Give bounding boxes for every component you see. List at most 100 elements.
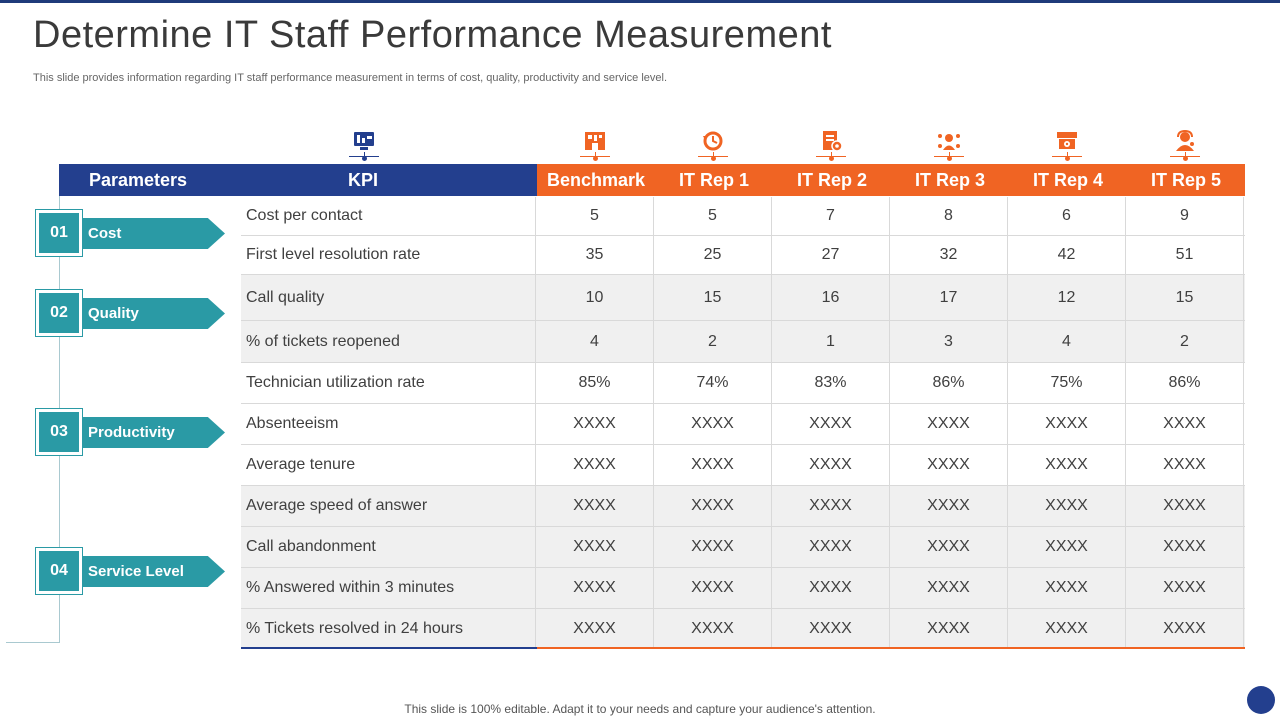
value-cell: XXXX [1126,568,1244,608]
kpi-dashboard-icon [349,130,379,164]
page-title: Determine IT Staff Performance Measureme… [33,14,832,56]
value-cell: 9 [1126,197,1244,235]
value-cell: XXXX [890,609,1008,649]
value-cell: 2 [1126,321,1244,362]
value-cell: XXXX [536,404,654,444]
value-cell: 74% [654,363,772,403]
table-row: % Answered within 3 minutes XXXX XXXX XX… [241,568,1245,609]
value-cell: 17 [890,275,1008,320]
value-cell: XXXX [1126,527,1244,567]
value-cell: XXXX [1008,568,1126,608]
timeline-base [6,642,60,643]
header-it-rep-2: IT Rep 2 [796,170,867,190]
parameter-number: 04 [39,551,79,591]
value-cell: XXXX [772,527,890,567]
value-cell: 25 [654,236,772,274]
value-cell: 86% [1126,363,1244,403]
parameter-arrow [82,417,225,448]
monitor-settings-icon [1052,130,1082,164]
value-cell: XXXX [772,568,890,608]
table-row: Average tenure XXXX XXXX XXXX XXXX XXXX … [241,445,1245,486]
header-bar-left [59,164,537,196]
value-cell: 5 [654,197,772,235]
value-cell: XXXX [1008,486,1126,526]
table-row: Technician utilization rate 85% 74% 83% … [241,363,1245,404]
header-it-rep-3: IT Rep 3 [914,170,985,190]
value-cell: XXXX [1008,404,1126,444]
value-cell: 75% [1008,363,1126,403]
kpi-cell: % of tickets reopened [241,321,536,362]
kpi-cell: Call abandonment [241,527,536,567]
kpi-cell: First level resolution rate [241,236,536,274]
table-row: % Tickets resolved in 24 hours XXXX XXXX… [241,609,1245,649]
value-cell: 12 [1008,275,1126,320]
value-cell: 83% [772,363,890,403]
value-cell: XXXX [1126,445,1244,485]
value-cell: 85% [536,363,654,403]
value-cell: 7 [772,197,890,235]
header-it-rep-5: IT Rep 5 [1150,170,1221,190]
value-cell: XXXX [772,486,890,526]
kpi-table: Cost per contact 5 5 7 8 6 9 First level… [241,197,1245,649]
parameter-label: Cost [88,225,122,242]
table-row: Absenteeism XXXX XXXX XXXX XXXX XXXX XXX… [241,404,1245,445]
parameter-productivity: 03 Productivity [35,408,230,458]
value-cell: 15 [654,275,772,320]
kpi-cell: Average tenure [241,445,536,485]
value-cell: XXXX [772,609,890,649]
table-row: Call abandonment XXXX XXXX XXXX XXXX XXX… [241,527,1245,568]
header-parameters: Parameters [88,170,188,190]
value-cell: XXXX [772,445,890,485]
value-cell: XXXX [654,527,772,567]
value-cell: 42 [1008,236,1126,274]
parameter-arrow [82,556,225,587]
value-cell: XXXX [654,609,772,649]
value-cell: XXXX [654,404,772,444]
value-cell: XXXX [654,486,772,526]
value-cell: XXXX [1126,609,1244,649]
benchmark-building-icon [580,130,610,164]
parameter-arrow [82,218,225,249]
value-cell: XXXX [1126,486,1244,526]
parameter-label: Service Level [88,563,184,580]
value-cell: XXXX [890,568,1008,608]
value-cell: XXXX [890,486,1008,526]
value-cell: XXXX [1008,527,1126,567]
header-bar-right [537,164,1245,196]
footer-note: This slide is 100% editable. Adapt it to… [404,702,876,716]
document-settings-icon [816,130,846,164]
kpi-cell: Absenteeism [241,404,536,444]
parameter-label: Quality [88,305,139,322]
value-cell: XXXX [772,404,890,444]
team-network-icon [934,130,964,164]
kpi-cell: Cost per contact [241,197,536,235]
parameter-number: 03 [39,412,79,452]
value-cell: 16 [772,275,890,320]
value-cell: XXXX [1008,445,1126,485]
value-cell: 5 [536,197,654,235]
parameter-label: Productivity [88,424,175,441]
value-cell: XXXX [536,568,654,608]
value-cell: 4 [536,321,654,362]
table-bottom-rule-blue [241,647,537,649]
parameter-cost: 01 Cost [35,209,230,259]
value-cell: XXXX [536,445,654,485]
parameter-quality: 02 Quality [35,289,230,339]
value-cell: 35 [536,236,654,274]
value-cell: XXXX [536,486,654,526]
parameter-arrow [82,298,225,329]
value-cell: 32 [890,236,1008,274]
kpi-cell: Average speed of answer [241,486,536,526]
page-subtitle: This slide provides information regardin… [33,72,668,84]
parameter-number: 02 [39,293,79,333]
support-agent-icon [1170,130,1200,164]
header-benchmark: Benchmark [546,170,646,190]
table-row: First level resolution rate 35 25 27 32 … [241,236,1245,275]
parameter-service-level: 04 Service Level [35,547,230,597]
value-cell: 10 [536,275,654,320]
value-cell: XXXX [654,568,772,608]
kpi-cell: % Tickets resolved in 24 hours [241,609,536,649]
slide-nav-dot[interactable] [1247,686,1275,714]
value-cell: 15 [1126,275,1244,320]
table-row: Cost per contact 5 5 7 8 6 9 [241,197,1245,236]
